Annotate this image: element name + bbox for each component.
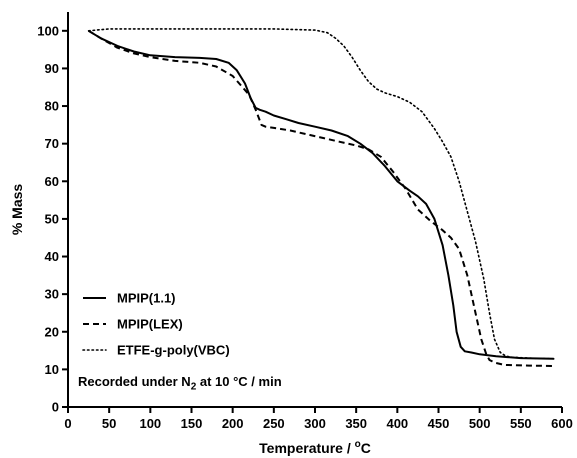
series-line-2 [87, 28, 555, 360]
series-line-0 [88, 29, 554, 360]
x-axis-title: Temperature / oC [259, 439, 371, 456]
y-tick-label: 0 [52, 400, 59, 415]
y-tick-label: 30 [45, 287, 59, 302]
y-tick-label: 90 [45, 61, 59, 76]
x-tick-label: 400 [386, 416, 408, 431]
x-tick-label: 100 [139, 416, 161, 431]
legend-label-0: MPIP(1.1) [117, 291, 176, 306]
legend: MPIP(1.1) MPIP(LEX) ETFE-g-poly(VBC) [82, 291, 230, 358]
x-tick-label: 250 [263, 416, 285, 431]
y-tick-label: 10 [45, 362, 59, 377]
y-tick-label: 80 [45, 99, 59, 114]
y-tick-label: 100 [37, 23, 59, 38]
y-axis-title: % Mass [9, 184, 25, 236]
y-tick-label: 60 [45, 174, 59, 189]
x-tick-label: 550 [510, 416, 532, 431]
x-tick-label: 500 [469, 416, 491, 431]
x-tick-label: 0 [64, 416, 71, 431]
x-tick-label: 200 [222, 416, 244, 431]
x-tick-label: 350 [345, 416, 367, 431]
series-line-1 [88, 29, 554, 367]
legend-label-1: MPIP(LEX) [117, 317, 183, 332]
legend-label-2: ETFE-g-poly(VBC) [117, 343, 230, 358]
y-tick-label: 50 [45, 211, 59, 226]
x-tick-label: 300 [304, 416, 326, 431]
annotation-recorded-conditions: Recorded under N2 at 10 °C / min [78, 374, 282, 393]
x-tick-label: 600 [551, 416, 573, 431]
y-tick-label: 40 [45, 249, 59, 264]
axes-layer: 0 10 20 30 40 50 60 70 80 90 100 0 50 100 150 200 250 300… [37, 12, 573, 431]
x-tick-label: 450 [428, 416, 450, 431]
x-tick-label: 150 [181, 416, 203, 431]
series-layer [87, 28, 555, 367]
y-tick-label: 20 [45, 324, 59, 339]
y-tick-label: 70 [45, 136, 59, 151]
x-tick-label: 50 [102, 416, 116, 431]
